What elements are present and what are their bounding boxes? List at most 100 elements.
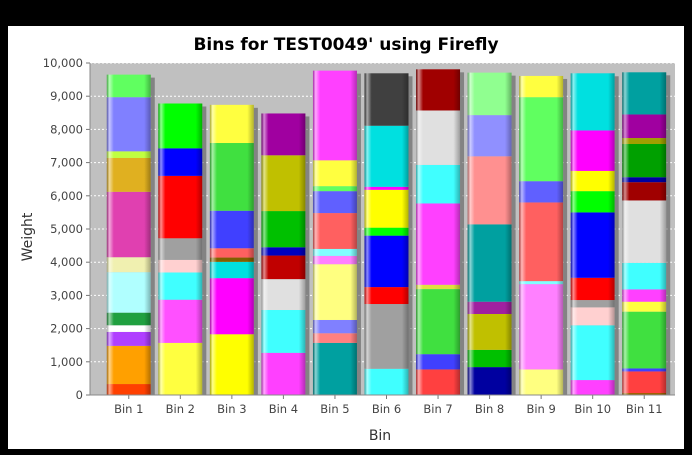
y-axis-ticks: 0 1,000 2,000 3,000 4,000 5,000 6,000 7,000 8,00…: [43, 56, 90, 402]
bar-segment: [519, 281, 564, 285]
bar-segment: [467, 301, 512, 314]
bar-segment: [570, 277, 615, 301]
bar-segment: [467, 349, 512, 368]
bar-segment: [364, 235, 409, 288]
bar-segment: [209, 210, 254, 249]
bar-segment: [312, 213, 357, 249]
bar-segment: [106, 345, 151, 385]
bar-segment: [261, 352, 306, 395]
bar-segment: [570, 73, 615, 131]
bar-segment: [312, 248, 357, 256]
y-tick-label: 5,000: [50, 222, 83, 236]
bar-segment: [106, 74, 151, 98]
bar-segment: [209, 261, 254, 279]
bar-segment: [106, 191, 151, 258]
bar-segment: [570, 300, 615, 308]
chart-title: Bins for TEST0049' using Firefly: [193, 35, 498, 55]
bar-segment: [519, 284, 564, 370]
bar-shadow: [614, 76, 619, 396]
bar-segment: [416, 203, 461, 285]
bar-segment: [416, 369, 461, 395]
bar-segment: [312, 160, 357, 187]
bar-segment: [261, 310, 306, 353]
x-axis-label: Bin: [369, 428, 391, 444]
y-tick-label: 7,000: [50, 156, 83, 170]
bar-stack: [106, 74, 155, 395]
bar-stack: [622, 72, 671, 395]
bar-segment: [467, 156, 512, 225]
bar-segment: [106, 97, 151, 152]
bar-shadow: [356, 73, 361, 396]
x-tick-label: Bin 7: [423, 402, 452, 416]
bar-stack: [570, 73, 619, 396]
bar-segment: [261, 211, 306, 248]
bar-segment: [158, 238, 203, 260]
bar-segment: [106, 312, 151, 326]
bar-segment: [467, 115, 512, 157]
bar-segment: [622, 182, 667, 201]
x-tick-label: Bin 8: [475, 402, 504, 416]
y-tick-label: 10,000: [43, 56, 83, 70]
x-axis-ticks: Bin 1 Bin 2 Bin 3 Bin 4 Bin 5 Bin 6 Bin 7 Bin 8…: [114, 395, 663, 416]
bar-segment: [209, 334, 254, 395]
bar-segment: [209, 278, 254, 335]
bar-segment: [364, 287, 409, 305]
bar-segment: [570, 170, 615, 192]
x-tick-label: Bin 5: [320, 402, 349, 416]
y-tick-label: 1,000: [50, 355, 83, 369]
bar-segment: [416, 69, 461, 111]
bar-stack: [209, 104, 258, 395]
bar-segment: [622, 72, 667, 115]
bar-segment: [158, 103, 203, 149]
bar-segment: [622, 200, 667, 263]
bar-segment: [622, 138, 667, 145]
bar-segment: [312, 264, 357, 320]
bar-segment: [622, 262, 667, 290]
x-tick-label: Bin 10: [574, 402, 611, 416]
bar-stack: [158, 103, 207, 395]
bar-segment: [106, 151, 151, 158]
y-tick-label: 0: [76, 388, 83, 402]
x-tick-label: Bin 2: [166, 402, 195, 416]
bar-segment: [158, 175, 203, 239]
bar-segment: [209, 248, 254, 258]
bar-stack: [519, 75, 568, 395]
bar-segment: [622, 371, 667, 394]
bar-segment: [570, 130, 615, 171]
bar-segment: [364, 189, 409, 228]
bar-shadow: [460, 72, 465, 396]
bar-segment: [106, 157, 151, 192]
bar-segment: [467, 72, 512, 116]
bar-stack: [416, 69, 465, 396]
bar-segment: [570, 307, 615, 326]
bar-segment: [261, 155, 306, 212]
bar-segment: [261, 113, 306, 156]
bar-segment: [364, 304, 409, 369]
bar-segment: [622, 144, 667, 178]
bar-segment: [261, 247, 306, 256]
y-tick-label: 4,000: [50, 255, 83, 269]
y-tick-label: 8,000: [50, 122, 83, 136]
bar-segment: [364, 73, 409, 126]
bar-segment: [416, 164, 461, 204]
bar-segment: [106, 257, 151, 273]
bar-shadow: [563, 78, 568, 395]
bar-segment: [416, 289, 461, 355]
bar-segment: [158, 342, 203, 395]
bar-segment: [467, 224, 512, 302]
chart-panel: Bins for TEST0049' using Firefly 0 1,000 2…: [8, 26, 684, 449]
bar-stack: [261, 113, 310, 396]
y-tick-label: 6,000: [50, 189, 83, 203]
bar-segment: [312, 333, 357, 343]
bar-segment: [209, 143, 254, 211]
bar-segment: [622, 177, 667, 183]
bar-segment: [158, 259, 203, 273]
bar-segment: [467, 313, 512, 350]
bar-segment: [364, 125, 409, 187]
bar-stack: [364, 73, 413, 396]
bar-shadow: [666, 75, 671, 395]
bar-stack: [312, 70, 361, 396]
bar-chart: Bins for TEST0049' using Firefly 0 1,000 2…: [20, 35, 675, 444]
bar-segment: [467, 367, 512, 395]
y-tick-label: 9,000: [50, 89, 83, 103]
